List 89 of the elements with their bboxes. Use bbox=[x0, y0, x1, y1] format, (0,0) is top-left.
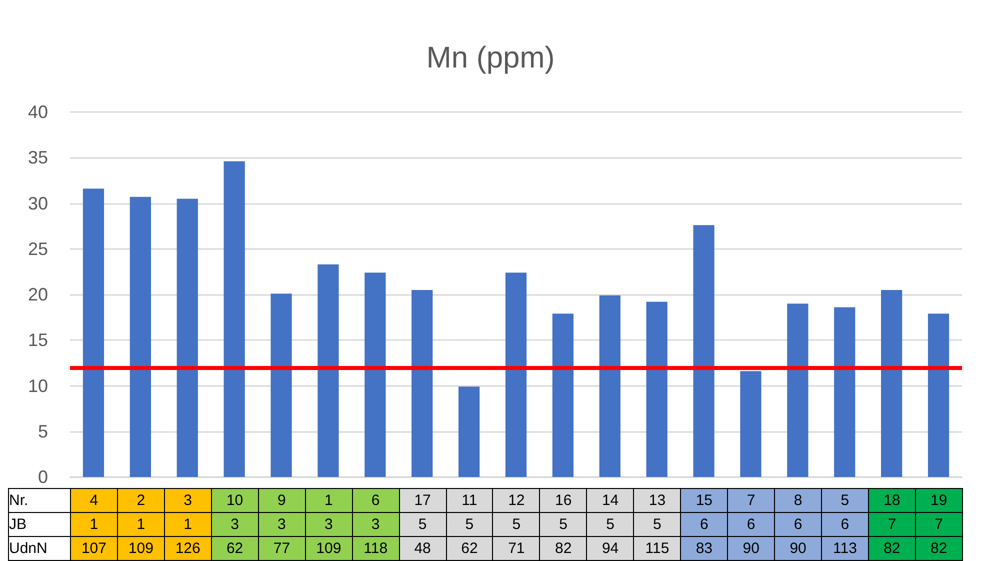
data-label: 19 bbox=[915, 488, 962, 512]
chart-title: Mn (ppm) bbox=[426, 42, 555, 74]
data-label: 7 bbox=[728, 488, 775, 512]
data-label: 6 bbox=[822, 512, 868, 536]
bar bbox=[881, 290, 902, 477]
data-label: 1 bbox=[117, 512, 164, 536]
bar bbox=[176, 198, 198, 477]
data-label: 5 bbox=[634, 512, 681, 536]
data-label: 18 bbox=[868, 488, 916, 512]
data-label: 1 bbox=[305, 488, 352, 512]
data-label: 5 bbox=[446, 512, 493, 536]
y-tick-label: 35 bbox=[28, 148, 48, 168]
data-label: 109 bbox=[117, 536, 164, 560]
data-label: 3 bbox=[352, 512, 400, 536]
data-label: 15 bbox=[680, 488, 728, 512]
data-label: 94 bbox=[586, 536, 634, 560]
data-label: 82 bbox=[915, 536, 962, 560]
data-label: 5 bbox=[540, 512, 587, 536]
data-label: 83 bbox=[680, 536, 728, 560]
bar bbox=[130, 196, 151, 477]
data-label: 4 bbox=[70, 488, 118, 512]
y-tick-label: 0 bbox=[38, 467, 48, 487]
bar bbox=[318, 264, 339, 477]
y-tick-label: JB bbox=[8, 512, 70, 536]
data-label: 7 bbox=[868, 512, 916, 536]
y-tick-label: 20 bbox=[28, 284, 48, 304]
y-tick-label: 40 bbox=[28, 102, 48, 122]
data-label: 107 bbox=[70, 536, 118, 560]
data-label: 16 bbox=[540, 488, 587, 512]
data-label: 2 bbox=[117, 488, 164, 512]
bar bbox=[646, 302, 668, 477]
data-label: 5 bbox=[399, 512, 446, 536]
data-label: 1 bbox=[164, 512, 212, 536]
bar bbox=[82, 188, 104, 477]
data-label: 7 bbox=[915, 512, 962, 536]
data-label: 3 bbox=[258, 512, 306, 536]
y-tick-label: 5 bbox=[38, 421, 48, 442]
y-tick-label: 15 bbox=[28, 330, 48, 350]
bar bbox=[740, 371, 762, 477]
bar bbox=[928, 314, 950, 477]
data-label: 17 bbox=[399, 488, 446, 512]
bar bbox=[364, 272, 386, 477]
data-label: 12 bbox=[492, 488, 540, 512]
data-label: 90 bbox=[728, 536, 775, 560]
data-label: 6 bbox=[352, 488, 400, 512]
data-label: 90 bbox=[774, 536, 822, 560]
bar bbox=[552, 314, 574, 477]
data-label: 109 bbox=[305, 536, 352, 560]
data-label: 82 bbox=[868, 536, 916, 560]
data-label: 10 bbox=[211, 488, 258, 512]
y-tick-label: 30 bbox=[28, 193, 48, 214]
bar bbox=[224, 161, 245, 477]
y-tick-label: Nr. bbox=[8, 488, 70, 512]
bar bbox=[599, 295, 620, 477]
bar bbox=[693, 225, 714, 477]
data-label: 1 bbox=[70, 512, 118, 536]
data-label: 62 bbox=[446, 536, 493, 560]
y-tick-label: 25 bbox=[28, 238, 48, 259]
data-label: 14 bbox=[586, 488, 634, 512]
data-label: 126 bbox=[164, 536, 212, 560]
data-label: 3 bbox=[164, 488, 212, 512]
bar bbox=[270, 294, 292, 477]
data-label: 118 bbox=[352, 536, 400, 560]
data-label: 77 bbox=[258, 536, 306, 560]
bar bbox=[787, 304, 808, 477]
data-label: 11 bbox=[446, 488, 493, 512]
data-label: 5 bbox=[822, 488, 868, 512]
data-label: 113 bbox=[822, 536, 868, 560]
data-label: 6 bbox=[774, 512, 822, 536]
data-label: 3 bbox=[211, 512, 258, 536]
bar bbox=[834, 307, 856, 477]
data-label: 6 bbox=[728, 512, 775, 536]
bar bbox=[505, 272, 527, 477]
data-label: 13 bbox=[634, 488, 681, 512]
bar bbox=[412, 290, 433, 477]
y-tick-label: 10 bbox=[28, 376, 48, 396]
data-label: 8 bbox=[774, 488, 822, 512]
data-label: 3 bbox=[305, 512, 352, 536]
bar bbox=[458, 386, 480, 477]
data-label: 82 bbox=[540, 536, 587, 560]
data-label: 9 bbox=[258, 488, 306, 512]
data-label: 48 bbox=[399, 536, 446, 560]
data-label: 62 bbox=[211, 536, 258, 560]
data-label: 5 bbox=[492, 512, 540, 536]
data-label: 6 bbox=[680, 512, 728, 536]
y-tick-label: UdnN bbox=[8, 536, 70, 560]
data-label: 71 bbox=[492, 536, 540, 560]
data-label: 115 bbox=[634, 536, 681, 560]
data-label: 5 bbox=[586, 512, 634, 536]
